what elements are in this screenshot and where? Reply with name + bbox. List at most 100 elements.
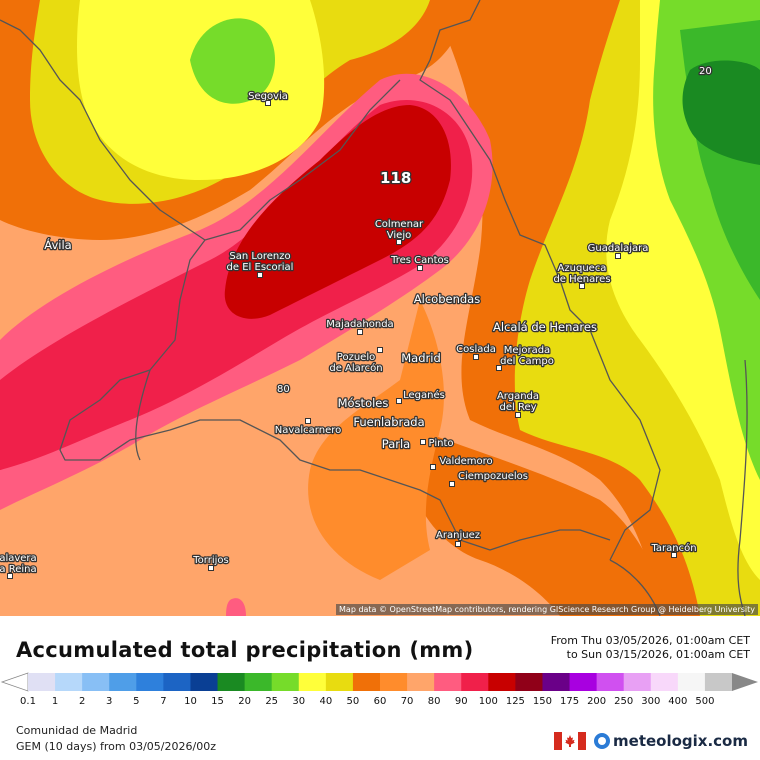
city-label: alavera a Reina [0, 553, 37, 575]
scale-tick-label: 60 [373, 696, 387, 707]
scale-swatch [55, 673, 83, 691]
scale-swatch [515, 673, 543, 691]
max-value-label: 118 [380, 169, 411, 187]
scale-swatch [461, 673, 489, 691]
city-label: Valdemoro [439, 456, 492, 467]
city-marker [396, 239, 402, 245]
city-marker [208, 565, 214, 571]
contour-label-80: 80 [277, 384, 290, 395]
scale-swatch [650, 673, 679, 691]
city-marker [449, 481, 455, 487]
city-label: Segovia [248, 91, 288, 102]
city-label: Ciempozuelos [458, 471, 528, 482]
canada-flag-icon [554, 732, 587, 750]
scale-arrow-right [732, 673, 758, 691]
city-marker [579, 283, 585, 289]
city-marker [420, 439, 426, 445]
city-label: Tarancón [650, 542, 696, 554]
city-label: Mejorada del Campo [500, 345, 554, 367]
brand-logo[interactable]: meteologix.com [554, 730, 748, 752]
scale-swatch [380, 673, 408, 691]
scale-swatch [542, 673, 571, 691]
color-scale-labels: 0.1 1 2 3 5 7 10 15 20 25 30 40 50 60 70 80 90 100 125 150 1… [0, 696, 760, 712]
scale-tick-label: 15 [211, 696, 224, 707]
scale-tick-label: 3 [106, 696, 113, 707]
scale-tick-label: 50 [346, 696, 360, 707]
city-marker [7, 573, 13, 579]
city-label: Pozuelo de Alarcón [329, 352, 382, 374]
city-marker [417, 265, 423, 271]
period-from: From Thu 03/05/2026, 01:00am CET [550, 634, 750, 647]
city-label: Arganda del Rey [497, 391, 539, 413]
city-label: Madrid [401, 351, 441, 365]
scale-tick-label: 5 [133, 696, 140, 707]
city-label: Guadalajara [588, 243, 649, 254]
scale-swatch [109, 673, 137, 691]
city-label: San Lorenzo de El Escorial [227, 251, 294, 273]
scale-tick-label: 40 [319, 696, 333, 707]
contour-label-20: 20 [699, 66, 712, 77]
legend-panel: Accumulated total precipitation (mm) Fro… [0, 616, 760, 760]
scale-swatch [407, 673, 435, 691]
city-marker [396, 398, 402, 404]
scale-swatch [298, 673, 327, 691]
scale-swatch [244, 673, 273, 691]
scale-tick-label: 150 [532, 696, 552, 707]
city-label: Fuenlabrada [353, 415, 424, 429]
scale-tick-label: 2 [78, 696, 86, 707]
city-marker [496, 365, 502, 371]
city-label: Aranjuez [436, 530, 480, 541]
scale-tick-label: 0.1 [20, 696, 36, 707]
city-label: Azuqueca de Henares [553, 263, 610, 285]
city-label: Ávila [44, 237, 71, 252]
city-marker [473, 354, 479, 360]
map-attribution: Map data © OpenStreetMap contributors, r… [336, 604, 758, 615]
city-label: Alcobendas [414, 292, 480, 306]
scale-tick-label: 125 [505, 696, 525, 707]
scale-tick-label: 30 [292, 696, 306, 707]
scale-tick-label: 250 [614, 696, 634, 707]
scale-tick-label: 25 [265, 696, 279, 707]
period-to: to Sun 03/15/2026, 01:00am CET [566, 648, 750, 661]
city-marker [265, 100, 271, 106]
scale-tick-label: 7 [160, 696, 167, 707]
scale-tick-label: 1 [51, 696, 59, 707]
scale-swatch [596, 673, 625, 691]
scale-swatch [677, 673, 706, 691]
brand-name: meteologix.com [594, 732, 748, 750]
scale-tick-label: 300 [641, 696, 661, 707]
forecast-period: From Thu 03/05/2026, 01:00am CET to Sun … [551, 634, 750, 662]
city-marker [455, 541, 461, 547]
city-label: Leganés [403, 389, 445, 401]
scale-tick-label: 175 [559, 696, 580, 707]
scale-swatch [569, 673, 598, 691]
city-label: Colmenar Viejo [375, 219, 424, 241]
scale-tick-label: 70 [400, 696, 414, 707]
scale-tick-label: 400 [668, 696, 688, 707]
legend-title: Accumulated total precipitation (mm) [16, 638, 474, 662]
map-canvas: 20 80 118 Segovia Ávila San Lorenzo de El E… [0, 0, 760, 616]
city-labels: Segovia Ávila San Lorenzo de El Escorial Col… [0, 90, 698, 579]
scale-swatch [163, 673, 191, 691]
precipitation-map[interactable]: 20 80 118 Segovia Ávila San Lorenzo de El E… [0, 0, 760, 616]
city-label: Móstoles [338, 396, 389, 410]
city-label: Navalcarnero [275, 425, 342, 436]
city-marker [257, 272, 263, 278]
scale-swatch [704, 673, 733, 691]
city-label: Alcalá de Henares [493, 320, 597, 334]
meteologix-globe-icon [594, 733, 611, 749]
city-marker [430, 464, 436, 470]
scale-tick-label: 200 [587, 696, 607, 707]
city-label: Tres Cantos [390, 255, 449, 266]
city-marker [305, 418, 311, 424]
scale-tick-label: 100 [478, 696, 498, 707]
city-marker [377, 347, 383, 353]
scale-arrow-left [0, 672, 29, 692]
region-name: Comunidad de Madrid [16, 724, 138, 737]
scale-swatch [623, 673, 652, 691]
scale-swatch [82, 673, 110, 691]
scale-swatch [352, 673, 381, 691]
scale-swatch [28, 673, 56, 691]
scale-swatch [136, 673, 164, 691]
city-marker [671, 552, 677, 558]
